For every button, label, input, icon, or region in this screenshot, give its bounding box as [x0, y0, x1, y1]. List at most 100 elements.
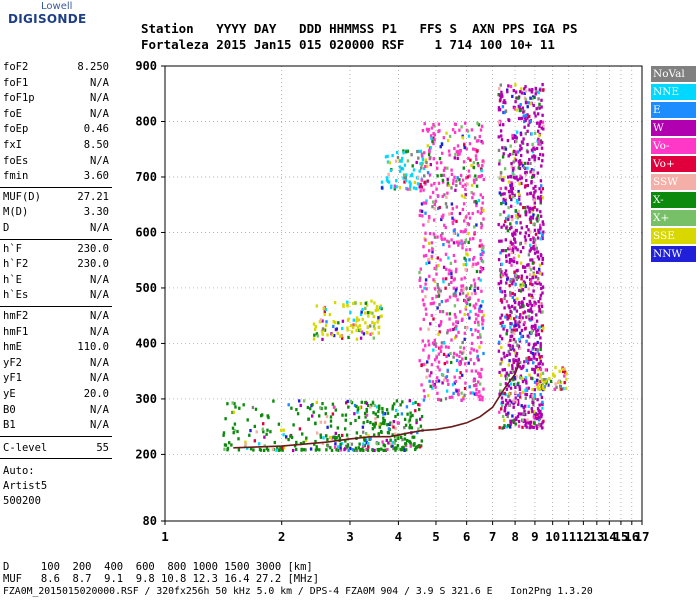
- echo-point: [354, 301, 357, 305]
- echo-point: [535, 424, 538, 428]
- echo-point: [386, 430, 390, 435]
- echo-point: [465, 294, 468, 298]
- echo-point: [355, 337, 359, 341]
- echo-point: [526, 418, 529, 422]
- echo-point: [501, 414, 505, 419]
- echo-point: [503, 306, 506, 310]
- echo-point: [433, 279, 436, 284]
- echo-point: [455, 219, 458, 223]
- echo-point: [455, 324, 458, 328]
- echo-point: [520, 116, 524, 120]
- echo-point: [378, 423, 381, 427]
- echo-point: [476, 354, 479, 358]
- echo-point: [471, 391, 475, 395]
- echo-point: [302, 441, 305, 445]
- echo-point: [500, 360, 504, 364]
- echo-point: [482, 319, 485, 323]
- echo-point: [452, 278, 455, 282]
- echo-point: [282, 446, 286, 450]
- echo-point: [403, 417, 407, 421]
- echo-point: [523, 161, 527, 165]
- param-label: hmE: [3, 341, 22, 354]
- echo-point: [375, 442, 379, 446]
- param-hmf1: hmF1 N/A: [3, 325, 109, 340]
- x-tick-label: 6: [463, 529, 471, 544]
- echo-point: [350, 323, 353, 328]
- echo-point: [537, 112, 540, 116]
- echo-point: [541, 362, 544, 366]
- echo-point: [547, 383, 550, 387]
- echo-point: [504, 238, 507, 242]
- echo-point: [503, 290, 507, 294]
- legend-item-sse: SSE: [651, 228, 696, 244]
- param-hmf2: hmF2 N/A: [3, 309, 109, 324]
- echo-point: [422, 201, 426, 205]
- echo-point: [386, 411, 390, 415]
- echo-point: [446, 183, 449, 187]
- echo-point: [509, 222, 512, 226]
- echo-point: [246, 418, 249, 422]
- echo-point: [521, 334, 525, 338]
- echo-point: [475, 184, 479, 188]
- echo-point: [535, 378, 539, 382]
- echo-point: [320, 329, 324, 333]
- echo-point: [565, 372, 568, 376]
- echo-point: [365, 441, 368, 445]
- autoscaling-info-line: Auto:: [3, 464, 35, 477]
- echo-point: [446, 191, 449, 195]
- echo-point: [505, 255, 508, 259]
- echo-point: [444, 397, 448, 401]
- echo-point: [480, 310, 483, 314]
- echo-point: [438, 398, 441, 402]
- echo-point: [506, 139, 510, 143]
- echo-point: [476, 335, 480, 340]
- echo-point: [542, 230, 545, 234]
- echo-point: [529, 102, 533, 106]
- echo-point: [510, 263, 513, 267]
- echo-point: [424, 180, 428, 184]
- echo-point: [446, 298, 449, 302]
- echo-point: [541, 400, 544, 404]
- echo-point: [499, 286, 502, 290]
- echo-point: [365, 432, 368, 436]
- echo-point: [334, 321, 337, 325]
- echo-point: [439, 145, 442, 149]
- echo-point: [533, 147, 536, 151]
- echo-point: [531, 155, 534, 159]
- echo-point: [443, 237, 447, 241]
- echo-point: [526, 113, 529, 117]
- echo-point: [502, 249, 505, 253]
- echo-point: [321, 441, 325, 446]
- echo-point: [535, 107, 538, 111]
- echo-point: [323, 309, 326, 314]
- echo-point: [422, 254, 426, 258]
- echo-point: [476, 286, 480, 290]
- param-fof1: foF1 N/A: [3, 76, 109, 91]
- echo-point: [508, 152, 512, 157]
- echo-point: [542, 127, 545, 131]
- echo-point: [418, 213, 421, 217]
- echo-point: [522, 265, 525, 269]
- echo-point: [400, 167, 403, 171]
- echo-point: [521, 418, 524, 422]
- echo-point: [529, 302, 532, 306]
- echo-point: [458, 211, 462, 216]
- echo-point: [328, 313, 332, 317]
- echo-point: [226, 448, 229, 452]
- echo-point: [478, 306, 481, 311]
- echo-point: [517, 104, 520, 108]
- echo-point: [429, 322, 432, 326]
- echo-point: [522, 280, 526, 284]
- param-value: 27.21: [77, 190, 109, 203]
- echo-point: [373, 322, 376, 326]
- echo-point: [426, 171, 430, 175]
- echo-point: [530, 357, 533, 361]
- echo-point: [358, 324, 361, 328]
- echo-point: [422, 398, 426, 402]
- echo-point: [531, 246, 535, 250]
- echo-point: [424, 253, 428, 258]
- echo-point: [475, 387, 478, 391]
- echo-point: [509, 186, 513, 190]
- echo-point: [437, 206, 440, 211]
- echo-point: [429, 134, 433, 138]
